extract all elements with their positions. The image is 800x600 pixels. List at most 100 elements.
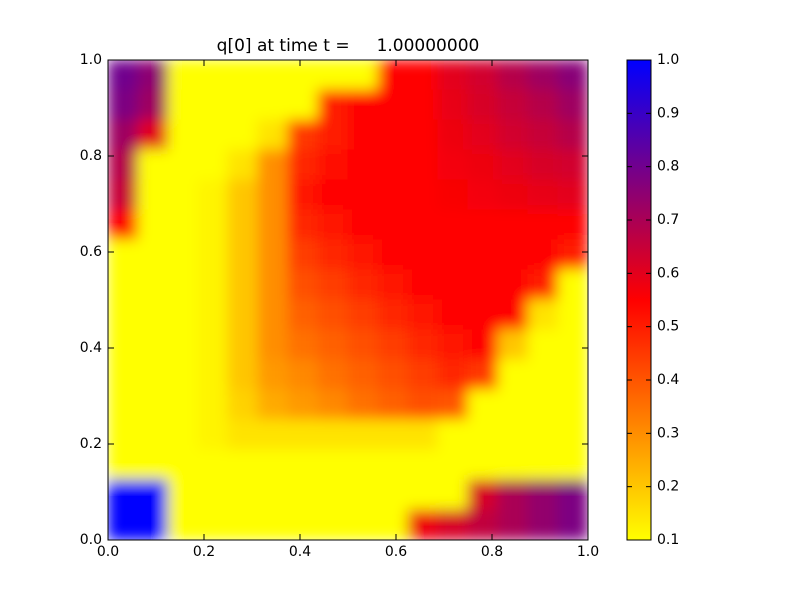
heatmap-cell bbox=[167, 479, 199, 511]
heatmap-cell bbox=[137, 209, 169, 241]
heatmap-cell bbox=[347, 149, 379, 181]
colorbar-tick-label: 0.5 bbox=[657, 319, 679, 335]
colorbar bbox=[626, 59, 652, 541]
heatmap-cell bbox=[557, 209, 588, 241]
heatmap-cell bbox=[167, 269, 199, 301]
heatmap-cell bbox=[527, 89, 559, 121]
heatmap-cell bbox=[377, 329, 409, 361]
heatmap-cell bbox=[137, 329, 169, 361]
heatmap-cell bbox=[437, 359, 469, 391]
heatmap-cell bbox=[317, 359, 349, 391]
heatmap-cell bbox=[527, 209, 559, 241]
heatmap-cell bbox=[108, 449, 139, 481]
heatmap-cell bbox=[437, 179, 469, 211]
heatmap-cell bbox=[287, 299, 319, 331]
heatmap-cell bbox=[287, 449, 319, 481]
heatmap-cell bbox=[347, 389, 379, 421]
heatmap-cell bbox=[527, 419, 559, 451]
colorbar-tick-label: 0.8 bbox=[657, 159, 679, 175]
heatmap-cell bbox=[407, 239, 439, 271]
heatmap-cell bbox=[137, 509, 169, 540]
heatmap-cell bbox=[108, 509, 139, 540]
colorbar-tick-label: 0.6 bbox=[657, 265, 679, 281]
heatmap-cell bbox=[257, 509, 289, 540]
heatmap-cell bbox=[227, 209, 259, 241]
heatmap-cell bbox=[108, 60, 139, 91]
heatmap-cell bbox=[197, 419, 229, 451]
heatmap-cell bbox=[257, 209, 289, 241]
heatmap-cell bbox=[227, 509, 259, 540]
heatmap-cell bbox=[527, 179, 559, 211]
heatmap-cell bbox=[437, 60, 469, 91]
heatmap-cell bbox=[227, 269, 259, 301]
heatmap-cell bbox=[287, 239, 319, 271]
heatmap-cell bbox=[407, 449, 439, 481]
heatmap-cell bbox=[497, 389, 529, 421]
heatmap-cell bbox=[437, 329, 469, 361]
heatmap-cell bbox=[377, 299, 409, 331]
heatmap-cell bbox=[527, 119, 559, 151]
heatmap-cell bbox=[167, 209, 199, 241]
heatmap-cell bbox=[317, 239, 349, 271]
heatmap-cell bbox=[557, 359, 588, 391]
heatmap-cell bbox=[437, 89, 469, 121]
heatmap-cell bbox=[197, 149, 229, 181]
heatmap-cell bbox=[287, 509, 319, 540]
heatmap-cell bbox=[407, 149, 439, 181]
heatmap-cell bbox=[317, 479, 349, 511]
heatmap-cell bbox=[377, 269, 409, 301]
heatmap-cell bbox=[467, 269, 499, 301]
heatmap-cell bbox=[377, 119, 409, 151]
heatmap-cell bbox=[317, 119, 349, 151]
heatmap-cell bbox=[287, 269, 319, 301]
heatmap-cell bbox=[108, 299, 139, 331]
heatmap-cell bbox=[377, 419, 409, 451]
heatmap-cell bbox=[317, 179, 349, 211]
heatmap-cell bbox=[497, 60, 529, 91]
heatmap-cell bbox=[437, 419, 469, 451]
heatmap-cell bbox=[467, 299, 499, 331]
heatmap-cell bbox=[317, 389, 349, 421]
heatmap-cell bbox=[437, 389, 469, 421]
heatmap-cell bbox=[557, 89, 588, 121]
heatmap-cell bbox=[467, 509, 499, 540]
heatmap-cell bbox=[257, 419, 289, 451]
heatmap-cell bbox=[557, 479, 588, 511]
heatmap-cell bbox=[137, 299, 169, 331]
heatmap-cell bbox=[227, 389, 259, 421]
heatmap-cell bbox=[557, 419, 588, 451]
heatmap-cell bbox=[407, 209, 439, 241]
heatmap-cell bbox=[257, 359, 289, 391]
heatmap-cell bbox=[557, 389, 588, 421]
heatmap-cell bbox=[108, 239, 139, 271]
heatmap-cell bbox=[108, 89, 139, 121]
heatmap-cell bbox=[377, 449, 409, 481]
heatmap-cell bbox=[317, 449, 349, 481]
heatmap-cell bbox=[257, 269, 289, 301]
heatmap-cell bbox=[197, 509, 229, 540]
heatmap-cell bbox=[227, 449, 259, 481]
heatmap-cell bbox=[437, 479, 469, 511]
heatmap-cell bbox=[497, 509, 529, 540]
heatmap-cell bbox=[377, 149, 409, 181]
heatmap-cell bbox=[377, 239, 409, 271]
heatmap-cell bbox=[137, 119, 169, 151]
heatmap-cell bbox=[527, 149, 559, 181]
heatmap-cell bbox=[227, 359, 259, 391]
heatmap-cell bbox=[497, 89, 529, 121]
heatmap-cell bbox=[137, 89, 169, 121]
heatmap-cell bbox=[497, 329, 529, 361]
colorbar-tick-label: 0.4 bbox=[657, 372, 679, 388]
heatmap-cell bbox=[227, 329, 259, 361]
heatmap-cells bbox=[108, 60, 588, 540]
heatmap-cell bbox=[407, 359, 439, 391]
heatmap-cell bbox=[497, 299, 529, 331]
heatmap-cell bbox=[407, 269, 439, 301]
heatmap-cell bbox=[527, 509, 559, 540]
heatmap-cell bbox=[108, 119, 139, 151]
heatmap-cell bbox=[437, 119, 469, 151]
heatmap-cell bbox=[497, 269, 529, 301]
heatmap-cell bbox=[137, 389, 169, 421]
heatmap-cell bbox=[197, 89, 229, 121]
